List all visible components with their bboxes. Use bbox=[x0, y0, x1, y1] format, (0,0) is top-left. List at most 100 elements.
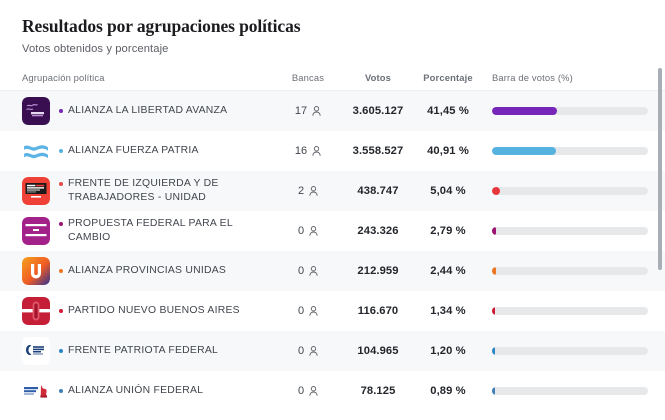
table-row[interactable]: PARTIDO NUEVO BUENOS AIRES 0 116.670 1,34 % bbox=[0, 291, 665, 331]
percent-value: 1,20 % bbox=[430, 345, 466, 357]
vote-bar-fill bbox=[492, 187, 500, 195]
party-name-wrap: PARTIDO NUEVO BUENOS AIRES bbox=[59, 304, 240, 318]
person-icon bbox=[312, 146, 321, 156]
bar-cell bbox=[484, 187, 651, 195]
bar-cell bbox=[484, 387, 651, 395]
party-name: PROPUESTA FEDERAL PARA EL CAMBIO bbox=[68, 217, 233, 243]
table-header-row: Agrupación política Bancas Votos Porcent… bbox=[0, 64, 665, 91]
person-icon bbox=[309, 386, 318, 396]
frente-patriota-federal-logo bbox=[22, 337, 50, 365]
vote-bar-track bbox=[492, 387, 648, 395]
scrollbar-thumb[interactable] bbox=[658, 68, 662, 270]
party-name-wrap: ALIANZA FUERZA PATRIA bbox=[59, 144, 199, 158]
party-cell: FRENTE PATRIOTA FEDERAL bbox=[22, 337, 272, 365]
page-title: Resultados por agrupaciones políticas bbox=[22, 16, 301, 36]
table-row[interactable]: ALIANZA UNIÓN FEDERAL 0 78.125 0,89 % bbox=[0, 371, 665, 411]
party-color-dot bbox=[59, 348, 63, 353]
alianza-provincias-unidas-logo bbox=[22, 257, 50, 285]
percent-value: 2,44 % bbox=[430, 265, 466, 277]
bar-cell bbox=[484, 307, 651, 315]
party-cell: PARTIDO NUEVO BUENOS AIRES bbox=[22, 297, 272, 325]
page-header: Resultados por agrupaciones políticas Vo… bbox=[0, 0, 665, 55]
party-color-dot bbox=[59, 388, 63, 393]
vote-bar-track bbox=[492, 267, 648, 275]
party-cell: ALIANZA UNIÓN FEDERAL bbox=[22, 377, 272, 405]
vote-bar-track bbox=[492, 187, 648, 195]
seats-cell: 0 bbox=[272, 385, 344, 397]
seats-value: 0 bbox=[297, 345, 305, 357]
party-color-dot bbox=[59, 181, 63, 186]
votes-value: 104.965 bbox=[357, 345, 399, 357]
person-icon bbox=[309, 186, 318, 196]
party-color-dot bbox=[59, 221, 63, 226]
alianza-la-libertad-avanza-logo bbox=[22, 97, 50, 125]
percent-value: 2,79 % bbox=[430, 225, 466, 237]
results-table: Agrupación política Bancas Votos Porcent… bbox=[0, 64, 665, 420]
table-row[interactable]: ALIANZA FUERZA PATRIA 16 3.558.527 40,91 % bbox=[0, 131, 665, 171]
table-row[interactable]: PROPUESTA FEDERAL PARA EL CAMBIO 0 243.326… bbox=[0, 211, 665, 251]
percent-value: 41,45 % bbox=[427, 105, 469, 117]
seats-cell: 2 bbox=[272, 185, 344, 197]
seats-value: 0 bbox=[297, 305, 305, 317]
party-name: ALIANZA LA LIBERTAD AVANZA bbox=[68, 104, 228, 116]
party-cell: ALIANZA FUERZA PATRIA bbox=[22, 137, 272, 165]
person-icon bbox=[312, 106, 321, 116]
bar-cell bbox=[484, 347, 651, 355]
person-icon bbox=[309, 226, 318, 236]
seats-cell: 0 bbox=[272, 225, 344, 237]
vote-bar-track bbox=[492, 227, 648, 235]
party-cell: ALIANZA LA LIBERTAD AVANZA bbox=[22, 97, 272, 125]
vote-bar-fill bbox=[492, 267, 496, 275]
seats-cell: 17 bbox=[272, 105, 344, 117]
vote-bar-track bbox=[492, 307, 648, 315]
party-name-wrap: FRENTE DE IZQUIERDA Y DE TRABAJADORES - … bbox=[59, 177, 272, 205]
table-body: ALIANZA LA LIBERTAD AVANZA 17 3.605.127 41,… bbox=[0, 91, 665, 411]
person-icon bbox=[309, 266, 318, 276]
seats-cell: 0 bbox=[272, 305, 344, 317]
vote-bar-fill bbox=[492, 227, 497, 235]
votes-value: 243.326 bbox=[357, 225, 399, 237]
vote-bar-track bbox=[492, 147, 648, 155]
party-name-wrap: ALIANZA UNIÓN FEDERAL bbox=[59, 384, 203, 398]
person-icon bbox=[309, 306, 318, 316]
column-header-bar: Barra de votos (%) bbox=[492, 71, 573, 83]
party-name-wrap: FRENTE PATRIOTA FEDERAL bbox=[59, 344, 218, 358]
vote-bar-fill bbox=[492, 387, 495, 395]
bar-cell bbox=[484, 147, 651, 155]
percent-value: 5,04 % bbox=[430, 185, 466, 197]
vote-bar-fill bbox=[492, 347, 495, 355]
votes-value: 3.558.527 bbox=[352, 145, 404, 157]
seats-value: 17 bbox=[294, 105, 308, 117]
percent-value: 40,91 % bbox=[427, 145, 469, 157]
votes-value: 212.959 bbox=[357, 265, 399, 277]
propuesta-federal-logo bbox=[22, 217, 50, 245]
party-cell: FRENTE DE IZQUIERDA Y DE TRABAJADORES - … bbox=[22, 177, 272, 205]
table-row[interactable]: ALIANZA LA LIBERTAD AVANZA 17 3.605.127 41,… bbox=[0, 91, 665, 131]
votes-value: 3.605.127 bbox=[352, 105, 404, 117]
partido-nuevo-buenos-aires-logo bbox=[22, 297, 50, 325]
table-row[interactable]: FRENTE DE IZQUIERDA Y DE TRABAJADORES - … bbox=[0, 171, 665, 211]
vertical-scrollbar[interactable] bbox=[658, 66, 662, 418]
alianza-fuerza-patria-logo bbox=[22, 137, 50, 165]
vote-bar-track bbox=[492, 107, 648, 115]
vote-bar-fill bbox=[492, 107, 557, 115]
table-row[interactable]: FRENTE PATRIOTA FEDERAL 0 104.965 1,20 % bbox=[0, 331, 665, 371]
party-color-dot bbox=[59, 268, 63, 273]
votes-value: 78.125 bbox=[360, 385, 396, 397]
party-name: ALIANZA FUERZA PATRIA bbox=[68, 144, 199, 156]
column-header-seats: Bancas bbox=[291, 71, 325, 83]
page-subtitle: Votos obtenidos y porcentaje bbox=[22, 42, 169, 55]
person-icon bbox=[309, 346, 318, 356]
party-name-wrap: ALIANZA LA LIBERTAD AVANZA bbox=[59, 104, 227, 118]
percent-value: 0,89 % bbox=[430, 385, 466, 397]
party-name: FRENTE DE IZQUIERDA Y DE TRABAJADORES - … bbox=[68, 177, 219, 203]
party-name: ALIANZA UNIÓN FEDERAL bbox=[68, 384, 204, 396]
column-header-party: Agrupación política bbox=[22, 71, 105, 83]
vote-bar-fill bbox=[492, 147, 556, 155]
bar-cell bbox=[484, 107, 651, 115]
seats-value: 2 bbox=[297, 185, 305, 197]
table-row[interactable]: ALIANZA PROVINCIAS UNIDAS 0 212.959 2,44 % bbox=[0, 251, 665, 291]
party-name: PARTIDO NUEVO BUENOS AIRES bbox=[68, 304, 240, 316]
bar-cell bbox=[484, 267, 651, 275]
